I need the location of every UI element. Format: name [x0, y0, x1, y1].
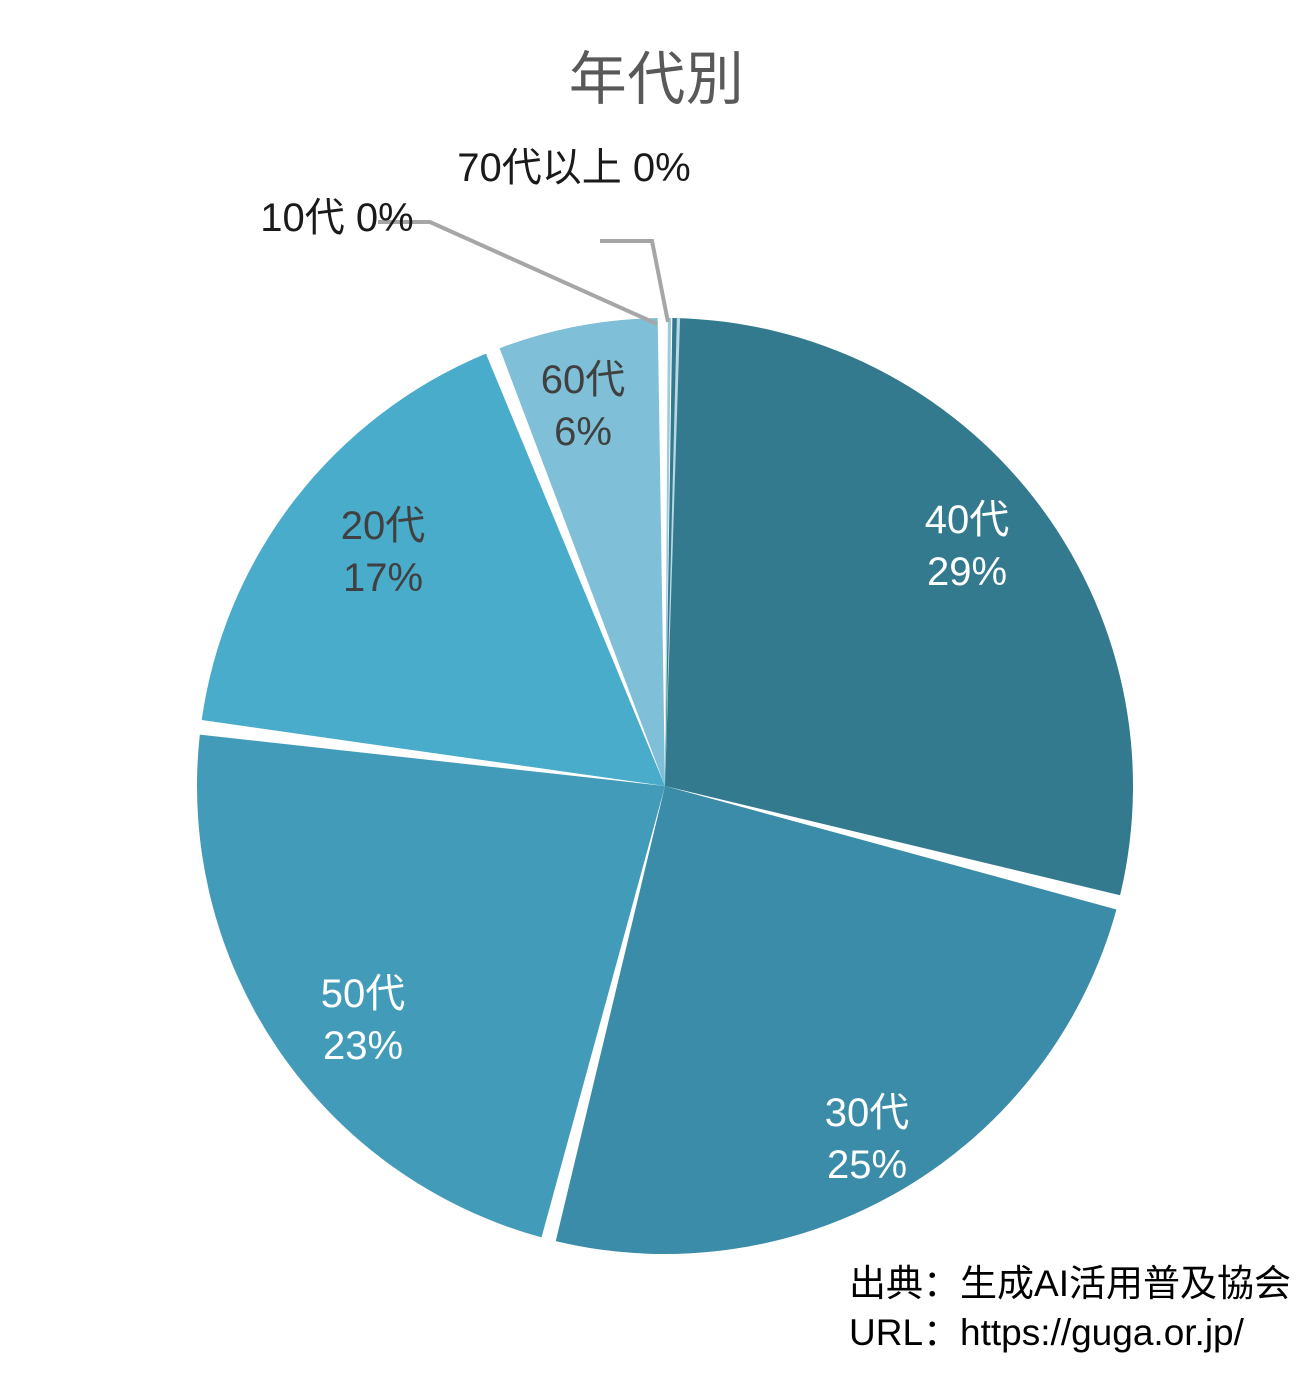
pie-slice-5[interactable] — [499, 318, 665, 786]
pie-slice-6[interactable] — [665, 318, 672, 786]
slice-label-70dai-name: 70代以上 — [457, 146, 622, 190]
slice-label-70dai-value: 0% — [632, 146, 691, 190]
pie-slice-2[interactable] — [555, 786, 1117, 1254]
pie-slice-4[interactable] — [201, 353, 666, 786]
leader-line-70dai — [600, 239, 670, 323]
slice-label-10dai-name: 10代 — [260, 196, 345, 240]
slice-label-70dai: 70代以上 0% — [428, 142, 720, 194]
slice-label-10dai: 10代 0% — [224, 192, 450, 244]
pie-slice-7[interactable] — [665, 318, 681, 786]
source-line-organization: 出典：生成AI活用普及協会 — [849, 1263, 1291, 1305]
pie-slice-3[interactable] — [197, 734, 666, 1238]
leader-line-10dai — [378, 220, 658, 326]
source-line-url: URL：https://guga.or.jp/ — [849, 1312, 1244, 1354]
pie-slice-1[interactable] — [665, 318, 1133, 896]
chart-title: 年代別 — [568, 47, 745, 112]
leader-lines-group — [378, 220, 670, 326]
pie-slices-group — [197, 318, 1133, 1254]
source-attribution: 出典：生成AI活用普及協会 URL：https://guga.or.jp/ — [849, 1260, 1291, 1358]
slice-label-10dai-value: 0% — [355, 196, 414, 240]
